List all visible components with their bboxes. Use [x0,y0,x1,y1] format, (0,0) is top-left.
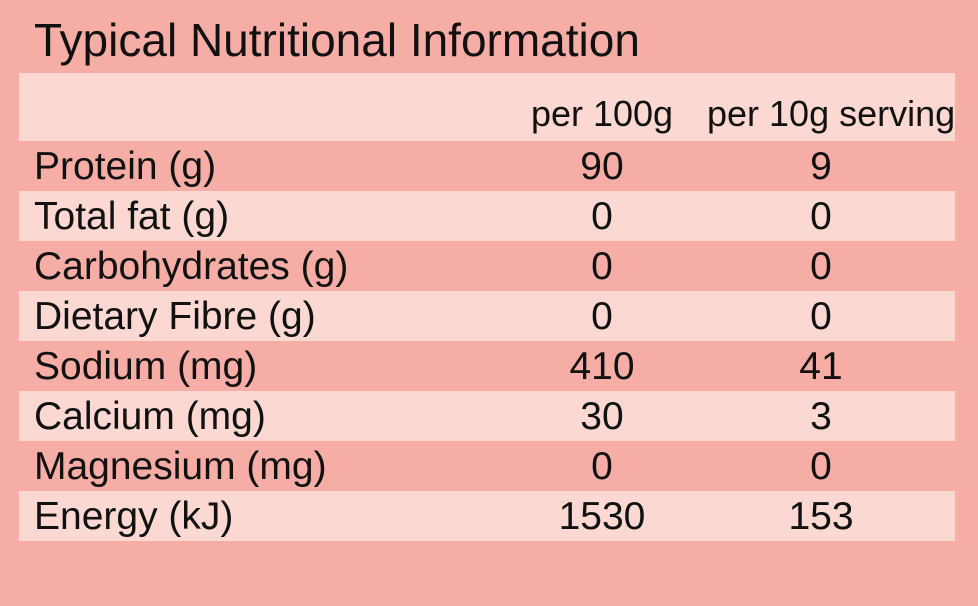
row-label: Energy (kJ) [34,494,234,538]
row-value-per-100g: 90 [580,144,624,188]
row-label: Calcium (mg) [34,394,266,438]
table-row: Protein (g) 90 9 [19,141,955,191]
row-label: Carbohydrates (g) [34,244,349,288]
row-value-per-serving: 153 [788,494,854,538]
row-label: Sodium (mg) [34,344,258,388]
table-row: Dietary Fibre (g) 0 0 [19,291,955,341]
table-row: Total fat (g) 0 0 [19,191,955,241]
row-value-per-serving: 0 [810,294,832,338]
row-value-per-serving: 0 [810,194,832,238]
table-row: Energy (kJ) 1530 153 [19,491,955,541]
row-value-per-100g: 0 [591,194,613,238]
row-value-per-serving: 0 [810,444,832,488]
row-value-per-100g: 30 [580,394,624,438]
row-value-per-100g: 0 [591,444,613,488]
column-header-per-100g: per 100g [530,93,674,134]
row-value-per-serving: 0 [810,244,832,288]
nutrition-table: per 100g per 10g serving Protein (g) 90 … [19,73,955,541]
table-header-row: per 100g per 10g serving [19,73,955,141]
column-header-per-serving: per 10g serving [707,93,956,134]
row-value-per-100g: 0 [591,244,613,288]
row-label: Protein (g) [34,144,217,188]
row-label: Dietary Fibre (g) [34,294,316,338]
table-body: Protein (g) 90 9 Total fat (g) 0 0 Carbo… [19,141,955,541]
row-value-per-100g: 1530 [558,494,646,538]
row-label: Magnesium (mg) [34,444,327,488]
page-title: Typical Nutritional Information [34,14,640,66]
row-value-per-100g: 0 [591,294,613,338]
row-value-per-serving: 3 [810,394,832,438]
table-row: Magnesium (mg) 0 0 [19,441,955,491]
row-value-per-100g: 410 [569,344,635,388]
row-value-per-serving: 41 [799,344,843,388]
table-row: Sodium (mg) 410 41 [19,341,955,391]
table-row: Calcium (mg) 30 3 [19,391,955,441]
row-value-per-serving: 9 [810,144,832,188]
table-row: Carbohydrates (g) 0 0 [19,241,955,291]
row-label: Total fat (g) [34,194,230,238]
